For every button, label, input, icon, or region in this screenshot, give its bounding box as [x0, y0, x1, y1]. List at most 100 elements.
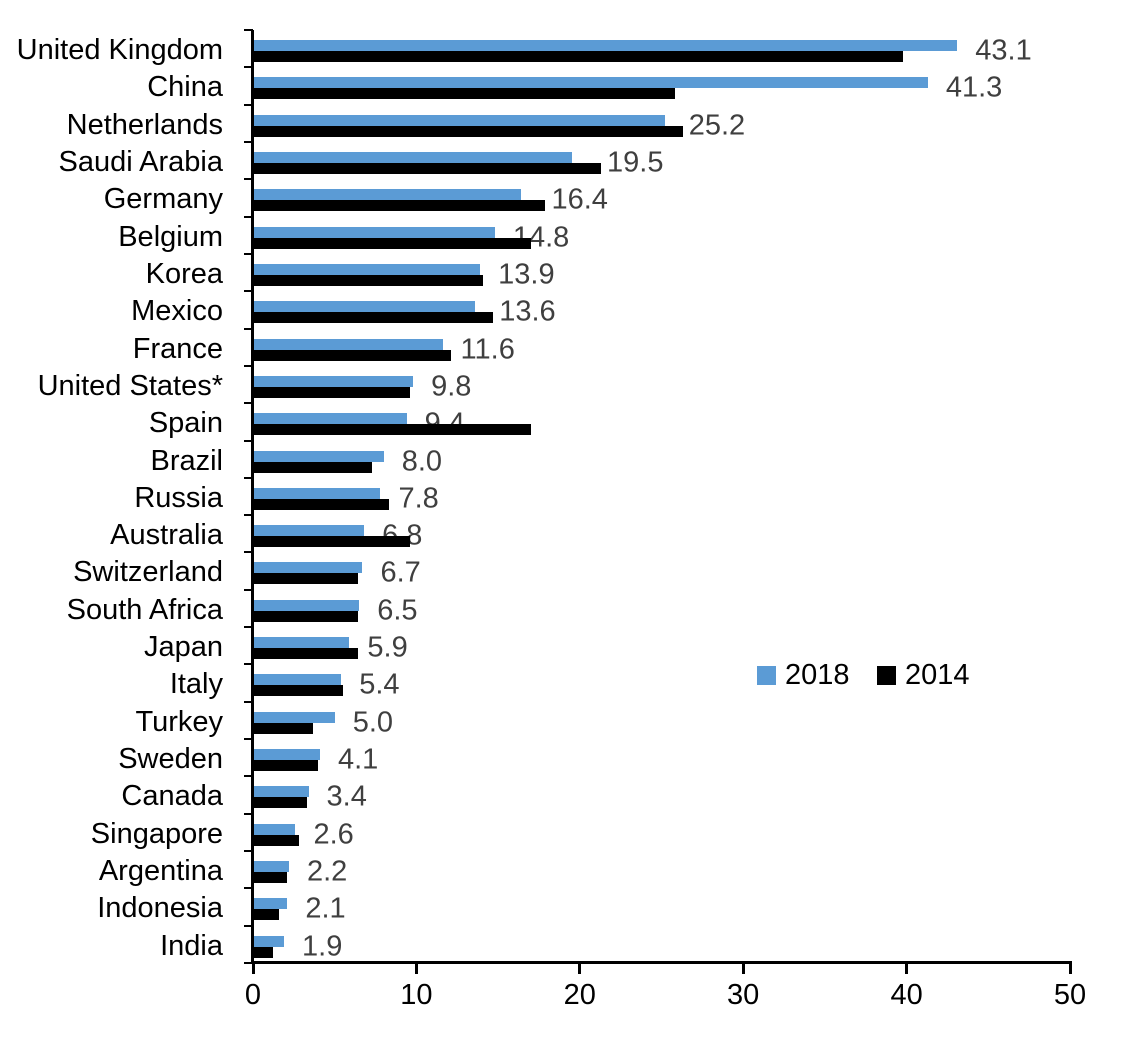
value-label: 5.4: [359, 668, 400, 701]
category-axis-tick: [244, 402, 253, 405]
category-axis-tick: [244, 439, 253, 442]
value-label: 43.1: [975, 34, 1032, 67]
bar-2018: [253, 114, 665, 126]
legend-swatch-2014: [877, 666, 896, 685]
bar-2014: [253, 946, 273, 958]
value-label: 19.5: [607, 146, 664, 179]
bar-2014: [253, 312, 494, 324]
category-axis-tick: [244, 66, 253, 69]
bar-2018: [253, 786, 309, 798]
category-label: Singapore: [90, 817, 223, 850]
bar-2014: [253, 685, 343, 697]
value-label: 16.4: [551, 183, 608, 216]
category-label: Korea: [145, 257, 223, 290]
category-label: France: [132, 332, 223, 365]
category-label: Belgium: [118, 220, 223, 253]
category-axis-tick: [244, 252, 253, 255]
bar-2018: [253, 338, 443, 350]
category-axis-tick: [244, 775, 253, 778]
category-label: Saudi Arabia: [58, 145, 223, 178]
category-axis-tick: [244, 215, 253, 218]
category-label: Netherlands: [66, 108, 223, 141]
x-axis-tick-label: 0: [244, 979, 262, 1011]
legend-swatch-2018: [757, 666, 776, 685]
category-axis-tick: [244, 700, 253, 703]
bar-2018: [253, 301, 476, 313]
category-axis-tick: [244, 738, 253, 741]
bar-2014: [253, 797, 307, 809]
category-axis-tick: [244, 290, 253, 293]
bar-2014: [253, 909, 280, 921]
bar-2014: [253, 125, 683, 137]
category-axis-tick: [244, 364, 253, 367]
bar-2014: [253, 573, 358, 585]
category-label: Australia: [110, 519, 223, 552]
x-axis-tick-label: 20: [563, 979, 596, 1011]
bar-2014: [253, 424, 531, 436]
bar-2014: [253, 648, 358, 660]
x-axis-tick: [578, 963, 582, 974]
bar-2014: [253, 610, 358, 622]
category-label: Sweden: [118, 742, 223, 775]
legend-item-2014: 2014: [877, 661, 970, 690]
legend-label-2018: 2018: [785, 659, 850, 691]
value-label: 5.9: [367, 631, 408, 664]
bar-2014: [253, 237, 531, 249]
category-axis-tick: [244, 626, 253, 629]
value-label: 2.6: [313, 818, 354, 851]
value-label: 13.9: [498, 258, 555, 291]
bar-2014: [253, 274, 484, 286]
bar-2018: [253, 375, 414, 387]
x-axis-tick-label: 30: [727, 979, 760, 1011]
value-label: 2.2: [306, 855, 348, 888]
category-axis-tick: [244, 588, 253, 591]
category-axis-tick: [244, 103, 253, 106]
bar-2014: [253, 88, 675, 100]
x-axis-tick: [1068, 963, 1072, 974]
category-label: Indonesia: [97, 892, 223, 925]
bar-2014: [253, 498, 389, 510]
x-axis-tick-label: 10: [400, 979, 433, 1011]
x-axis-tick-label: 50: [1053, 979, 1087, 1011]
value-label: 4.1: [337, 743, 379, 776]
bar-2014: [253, 872, 288, 884]
bar-2018: [253, 861, 289, 873]
value-label: 25.2: [688, 109, 746, 142]
category-label: Mexico: [131, 295, 223, 328]
value-label: 2.1: [305, 892, 346, 925]
category-axis-tick: [244, 29, 253, 31]
value-label: 11.6: [460, 333, 515, 366]
y-axis-line: [251, 30, 254, 963]
category-label: Argentina: [98, 854, 223, 887]
legend-item-2018: 2018: [757, 661, 850, 690]
bar-2018: [253, 450, 384, 462]
value-label: 1.9: [302, 930, 343, 963]
x-axis-tick: [741, 963, 745, 974]
category-axis-tick: [244, 663, 253, 666]
bar-2018: [253, 749, 320, 761]
category-axis-tick: [244, 514, 253, 517]
category-label: United States*: [37, 369, 223, 402]
value-label: 6.5: [377, 594, 418, 627]
bar-2018: [253, 525, 365, 537]
value-label: 13.6: [499, 295, 556, 328]
category-axis-tick: [244, 327, 253, 330]
value-label: 7.8: [398, 482, 439, 515]
category-label: Turkey: [135, 705, 223, 738]
bar-2018: [253, 599, 360, 611]
bar-2014: [253, 461, 373, 473]
bar-2018: [253, 674, 342, 686]
bar-2014: [253, 834, 299, 846]
bar-2018: [253, 935, 285, 947]
category-axis-tick: [244, 924, 253, 927]
category-label: Canada: [121, 780, 223, 813]
bar-2018: [253, 562, 363, 574]
category-axis-tick: [244, 962, 253, 964]
bar-2018: [253, 263, 481, 275]
category-axis-tick: [244, 140, 253, 143]
category-label: Brazil: [150, 444, 223, 477]
x-axis-tick: [905, 963, 909, 974]
category-axis-tick: [244, 551, 253, 554]
category-label: Italy: [169, 668, 223, 701]
